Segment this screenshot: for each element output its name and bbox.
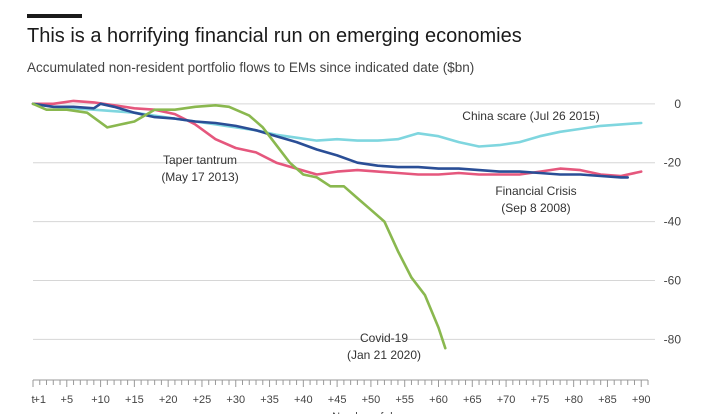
chart-title: This is a horrifying financial run on em… bbox=[27, 25, 522, 47]
x-tick-label: t bbox=[31, 394, 34, 406]
annotation-taper-tantrum: Taper tantrum (May 17 2013) bbox=[161, 153, 238, 184]
x-tick-label: +25 bbox=[193, 394, 212, 406]
x-tick-label: +75 bbox=[531, 394, 550, 406]
x-tick-label: +65 bbox=[463, 394, 482, 406]
x-tick-label: +35 bbox=[260, 394, 279, 406]
series-line-financial-crisis bbox=[31, 99, 643, 178]
y-tick-label: 0 bbox=[674, 97, 681, 111]
series-lines bbox=[31, 99, 643, 350]
y-tick-label: -20 bbox=[664, 156, 682, 170]
title-accent-bar bbox=[27, 14, 82, 18]
chart-subtitle: Accumulated non-resident portfolio flows… bbox=[27, 60, 475, 75]
x-axis-label: Number of days bbox=[332, 411, 410, 414]
x-tick-label: +45 bbox=[328, 394, 347, 406]
series-line-covid-19 bbox=[31, 102, 447, 350]
series-line-taper-tantrum bbox=[31, 102, 630, 179]
x-tick-label: +80 bbox=[564, 394, 583, 406]
y-tick-label: -40 bbox=[664, 215, 682, 229]
x-tick-label: +85 bbox=[598, 394, 617, 406]
x-tick-label: +40 bbox=[294, 394, 313, 406]
y-tick-label: -60 bbox=[664, 274, 682, 288]
x-tick-label: +10 bbox=[91, 394, 110, 406]
x-tick-label: +70 bbox=[497, 394, 516, 406]
x-tick-label: +5 bbox=[61, 394, 74, 406]
annotation-china-scare: China scare (Jul 26 2015) bbox=[462, 109, 599, 123]
annotation-covid-19: Covid-19 (Jan 21 2020) bbox=[347, 331, 421, 362]
y-tick-label: -80 bbox=[664, 332, 682, 346]
x-tick-label: +15 bbox=[125, 394, 144, 406]
x-tick-label: +60 bbox=[429, 394, 448, 406]
x-tick-label: +55 bbox=[395, 394, 414, 406]
gridlines bbox=[33, 103, 655, 340]
annotations: China scare (Jul 26 2015) Taper tantrum (M… bbox=[161, 109, 599, 362]
x-tick-label: +30 bbox=[226, 394, 245, 406]
x-tick-label: +20 bbox=[159, 394, 178, 406]
annotation-financial-crisis: Financial Crisis (Sep 8 2008) bbox=[495, 184, 576, 215]
x-tick-label: +50 bbox=[362, 394, 381, 406]
x-tick-label: +90 bbox=[632, 394, 651, 406]
x-axis: t+1 +5 +10 +15 +20 +25 +30 +35 +40 +45 +50 +55 +60 +6… bbox=[31, 379, 651, 414]
x-tick-label: +1 bbox=[33, 394, 46, 406]
y-axis-labels: 0 -20 -40 -60 -80 bbox=[664, 97, 682, 347]
